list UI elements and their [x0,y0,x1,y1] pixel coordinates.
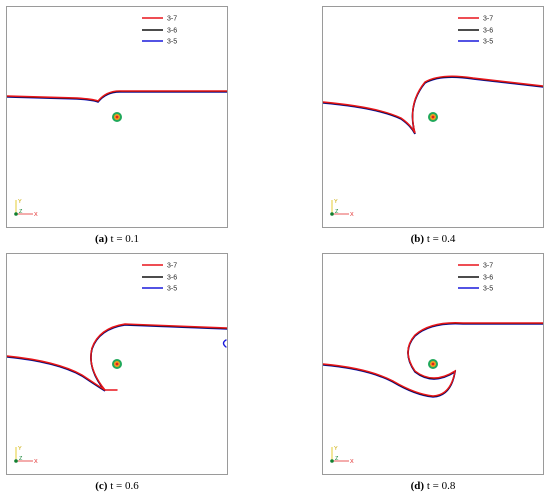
legend-label-2: 3-6 [167,28,177,35]
axis-label-x: X [350,212,354,218]
axis-label-y: Y [18,199,22,205]
legend-label-1: 3-7 [167,263,177,270]
panel-label: (d) [410,480,425,492]
axis-label-y: Y [18,446,22,452]
panel-a: 3-7 3-6 3-5 Y Z X [6,6,228,228]
caption-b: (b) t = 0.4 [322,233,544,245]
legend: 3-7 3-6 3-5 [458,16,493,46]
axis-triad: Y Z X [14,446,38,465]
legend: 3-7 3-6 3-5 [142,16,177,46]
plot-d: 3-7 3-6 3-5 Y Z X [323,263,543,465]
plot-a: 3-7 3-6 3-5 Y Z X [7,16,227,218]
axis-label-x: X [34,212,38,218]
caption-text: t = 0.1 [110,233,140,245]
panel-label: (b) [410,233,425,245]
legend-label-2: 3-6 [483,275,493,282]
legend-label-3: 3-5 [167,286,177,293]
panel-c: 3-7 3-6 3-5 Y Z X [6,253,228,475]
legend-label-3: 3-5 [167,39,177,46]
interface-curves [323,322,543,398]
legend: 3-7 3-6 3-5 [142,263,177,293]
caption-c: (c) t = 0.6 [6,480,228,492]
panel-label: (a) [94,233,108,245]
legend-label-1: 3-7 [167,16,177,23]
interface-curves [7,323,227,392]
interface-curves [323,75,543,135]
legend-label-3: 3-5 [483,286,493,293]
caption-text: t = 0.8 [426,480,456,492]
plot-b: 3-7 3-6 3-5 Y Z X [323,16,543,218]
series-3-7 [7,90,227,102]
legend-label-1: 3-7 [483,16,493,23]
axis-label-z: Z [19,456,23,462]
cylinder-marker [428,359,438,369]
series-3-6 [323,75,543,134]
series-3-6 [7,323,227,392]
axis-triad: Y Z X [330,446,354,465]
caption-a: (a) t = 0.1 [6,233,228,245]
axis-triad: Y Z X [330,199,354,218]
legend: 3-7 3-6 3-5 [458,263,493,293]
plot-c: 3-7 3-6 3-5 Y Z X [7,263,227,465]
axis-label-y: Y [334,446,338,452]
cylinder-marker [112,359,122,369]
boundary-fragment [222,339,227,348]
series-3-7 [7,323,227,391]
cylinder-marker [428,112,438,122]
axis-label-z: Z [335,209,339,215]
cylinder-marker [112,112,122,122]
series-3-7 [323,322,543,397]
series-3-7 [323,75,543,134]
panel-d: 3-7 3-6 3-5 Y Z X [322,253,544,475]
axis-label-z: Z [335,456,339,462]
axis-label-x: X [350,459,354,465]
legend-label-1: 3-7 [483,263,493,270]
axis-triad: Y Z X [14,199,38,218]
legend-label-3: 3-5 [483,39,493,46]
panel-label: (c) [95,480,108,492]
caption-d: (d) t = 0.8 [322,480,544,492]
series-3-5 [7,324,227,392]
panel-b: 3-7 3-6 3-5 Y Z X [322,6,544,228]
caption-text: t = 0.4 [426,233,456,245]
caption-text: t = 0.6 [110,480,139,492]
axis-label-y: Y [334,199,338,205]
legend-label-2: 3-6 [483,28,493,35]
legend-label-2: 3-6 [167,275,177,282]
axis-label-x: X [34,459,38,465]
axis-label-z: Z [19,209,23,215]
interface-curves [7,90,227,103]
